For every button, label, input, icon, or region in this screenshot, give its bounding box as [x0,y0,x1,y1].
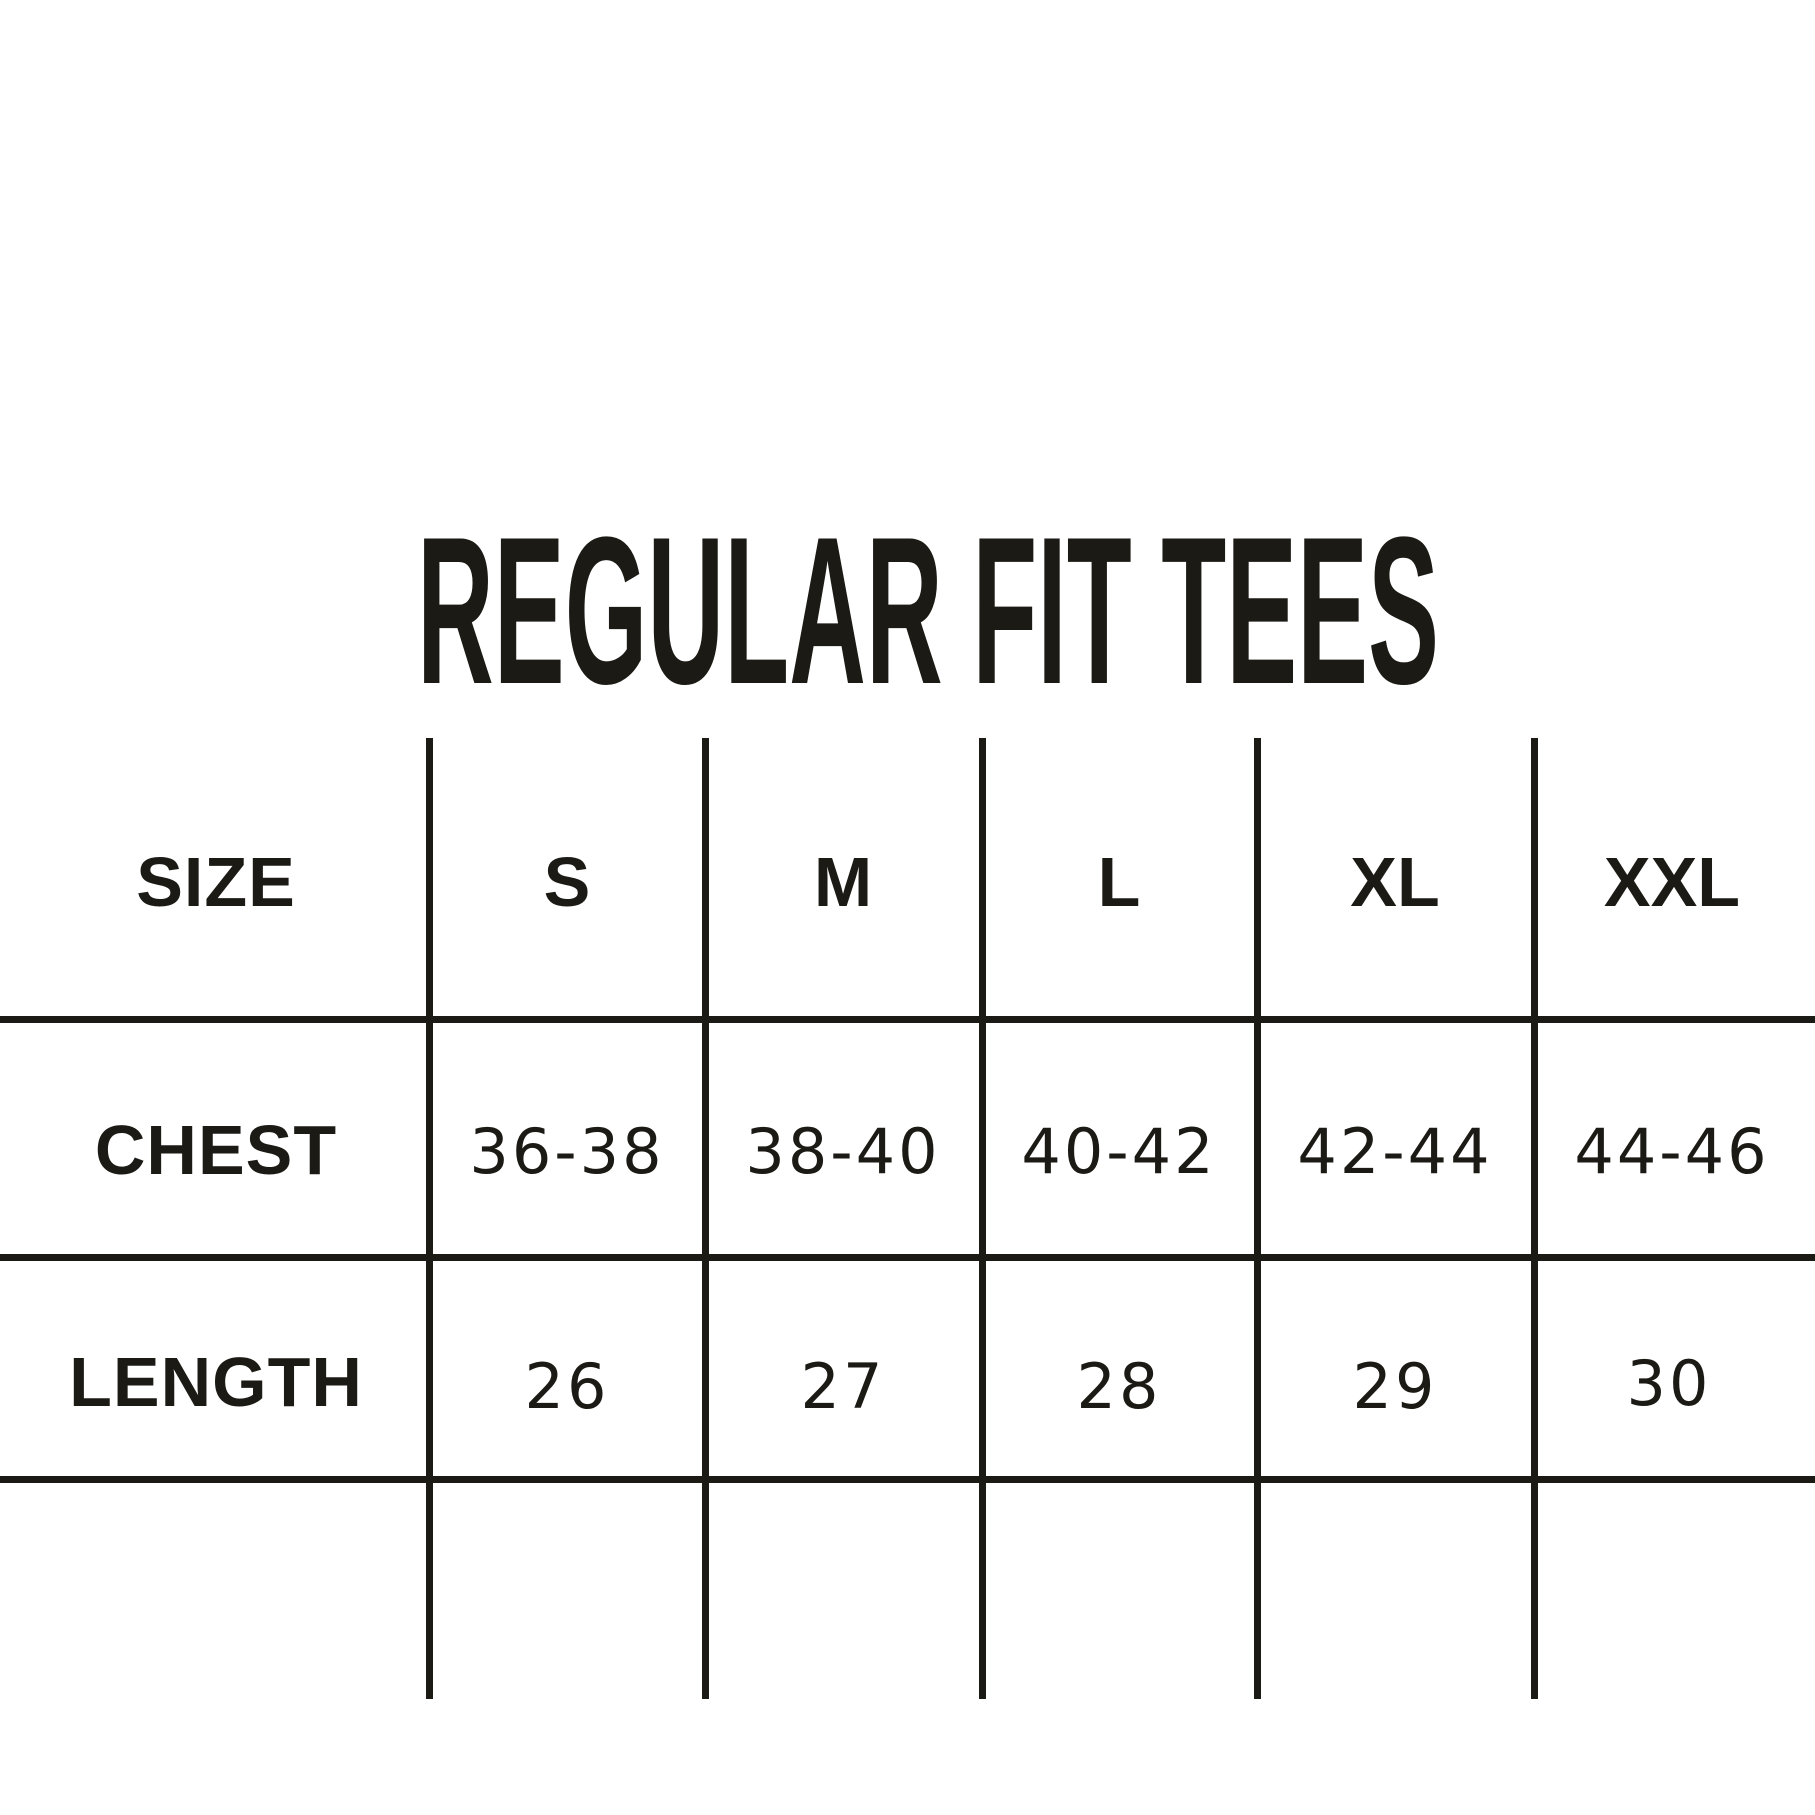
size-header: XL [1350,843,1440,921]
row-divider [0,1254,1815,1261]
size-header: L [1097,843,1141,921]
row-divider [0,1016,1815,1023]
size-header: XXL [1603,843,1741,921]
table-cell: 36-38 [469,1115,665,1188]
table-cell: 40-42 [1021,1115,1217,1188]
column-divider [426,738,433,1699]
table-cell: 27 [800,1350,886,1423]
table-cell: 38-40 [745,1115,941,1188]
column-divider [1531,738,1538,1699]
column-divider [702,738,709,1699]
column-divider [979,738,986,1699]
row-label-chest: CHEST [94,1111,338,1189]
size-header: M [813,843,873,921]
table-cell: 29 [1352,1350,1438,1423]
column-divider [1254,738,1261,1699]
row-divider [0,1476,1815,1483]
table-cell: 30 [1626,1347,1712,1420]
row-label-length: LENGTH [69,1343,363,1421]
table-cell: 26 [524,1350,610,1423]
row-label-size: SIZE [136,843,296,921]
title-text: REGULAR FIT TEES [417,520,1439,700]
size-header: S [543,843,591,921]
table-cell: 44-46 [1574,1115,1770,1188]
table-cell: 28 [1076,1350,1162,1423]
page-title: REGULAR FIT TEES [417,520,1439,700]
table-cell: 42-44 [1297,1115,1493,1188]
